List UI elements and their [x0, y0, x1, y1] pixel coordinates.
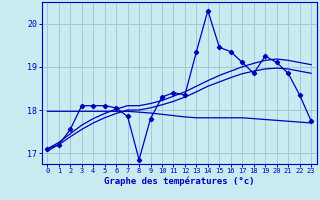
X-axis label: Graphe des températures (°c): Graphe des températures (°c) [104, 177, 254, 186]
